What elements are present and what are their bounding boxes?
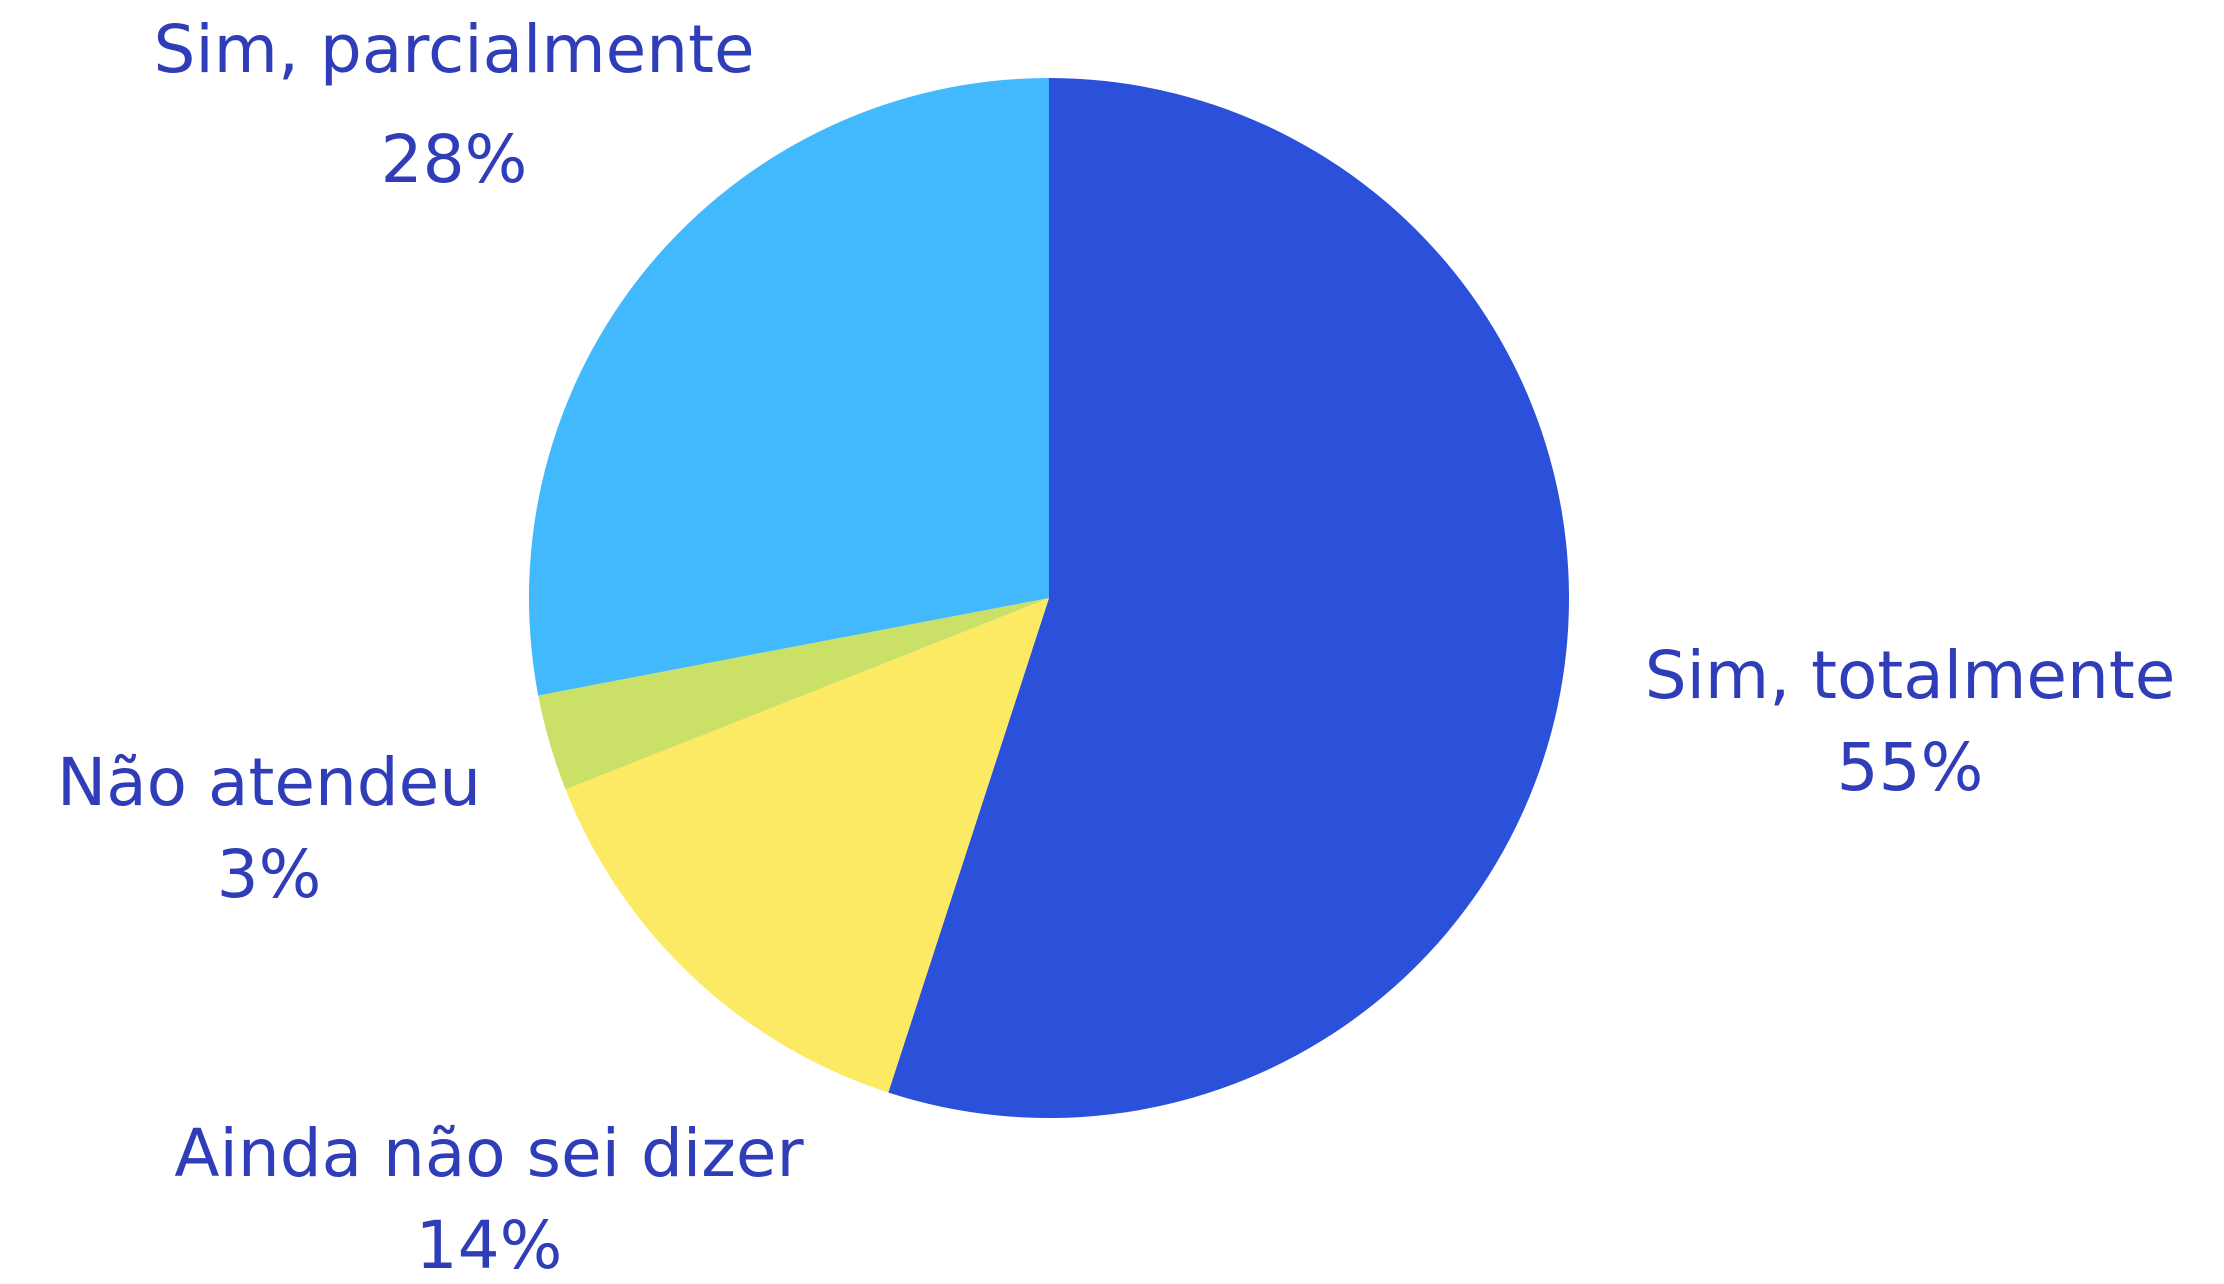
slice-label: Sim, parcialmente [153,11,754,88]
pie-slice [565,598,1049,1093]
pie-slice [538,598,1049,790]
slice-value-label: 55% [1837,729,1984,806]
pie-slice [888,78,1569,1118]
slice-value-label: 14% [416,1207,563,1284]
slice-label: Não atendeu [57,744,481,821]
slice-value-label: 28% [381,121,528,198]
slice-label: Ainda não sei dizer [174,1115,804,1192]
slice-label: Sim, totalmente [1645,637,2176,714]
pie-slice [529,78,1049,696]
slice-value-label: 3% [217,836,322,913]
